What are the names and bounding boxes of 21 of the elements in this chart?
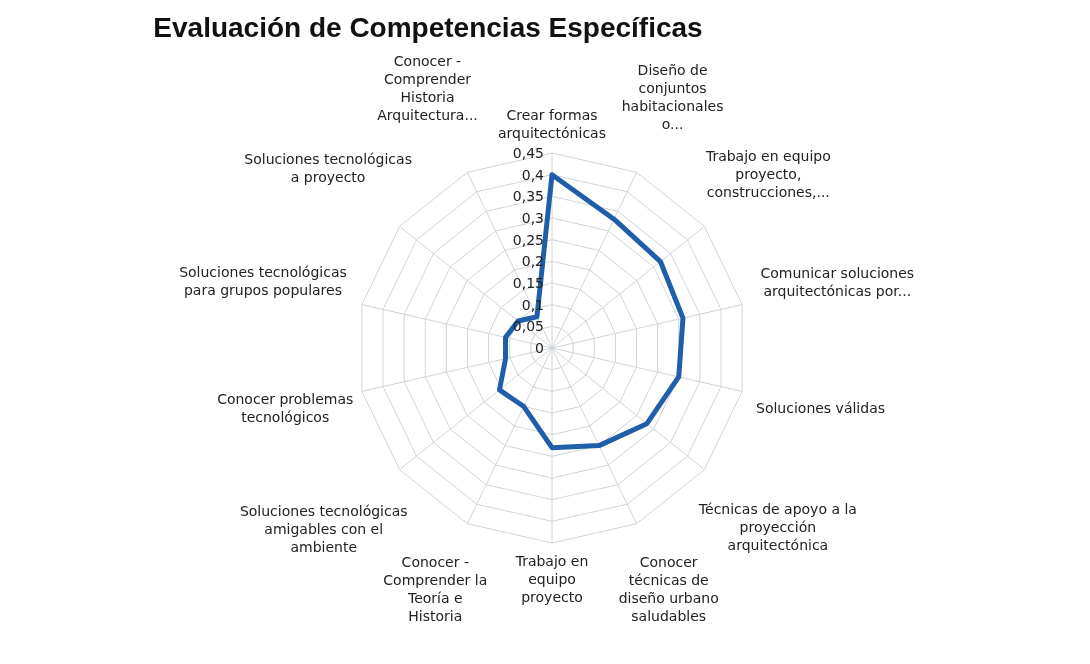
spoke-label: Comunicar soluciones arquitectónicas por... — [760, 264, 915, 299]
spoke-label: Conocer problemas tecnológicos — [217, 390, 354, 425]
spoke-label: Soluciones tecnológicas amigables con el ambiente — [239, 503, 408, 556]
y-tick-label: 0 — [535, 340, 544, 356]
y-tick-label: 0,3 — [521, 210, 544, 226]
spoke-label: Conocer técnicas de diseño urbano saludables — [618, 554, 719, 625]
spoke-label: Conocer - Comprender Historia Arquitectura... — [377, 53, 478, 124]
y-tick-label: 0,25 — [512, 231, 544, 248]
spoke-label: Diseño de conjuntos habitacionales o... — [621, 61, 724, 132]
spoke-label: Soluciones válidas — [756, 400, 886, 417]
spoke-label: Soluciones tecnológicas para grupos populares — [179, 264, 347, 299]
spoke-label: Trabajo en equipo proyecto, construcciones,... — [704, 148, 831, 201]
spoke-label: Soluciones tecnológicas a proyecto — [244, 151, 412, 186]
spoke-label: Técnicas de apoyo a la proyección arquitectónica — [697, 501, 857, 554]
spoke-label: Conocer - Comprender la Teoría e Historia — [383, 554, 488, 625]
spoke-label: Trabajo en equipo proyecto — [514, 553, 589, 605]
y-tick-label: 0,35 — [512, 188, 544, 205]
chart-title: Evaluación de Competencias Específicas — [152, 12, 704, 44]
spoke-label: Crear formas arquitectónicas — [498, 107, 606, 141]
y-tick-label: 0,4 — [521, 166, 545, 183]
y-tick-label: 0,45 — [512, 145, 544, 161]
